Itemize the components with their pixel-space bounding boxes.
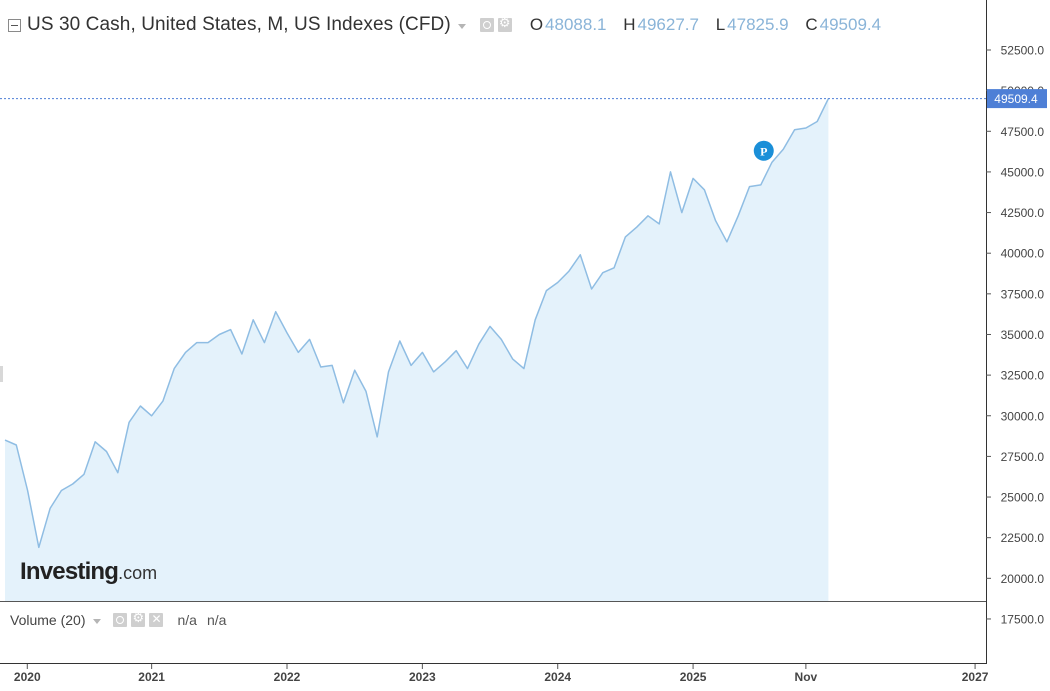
price-tick-label: 27500.0 — [1001, 450, 1045, 464]
p-marker[interactable]: P — [753, 140, 774, 161]
time-tick-label: Nov — [795, 670, 818, 684]
close-key: C — [805, 15, 818, 34]
open-key: O — [529, 15, 544, 34]
last-price-badge: 49509.4 — [987, 89, 1047, 109]
chevron-down-icon[interactable] — [93, 618, 102, 624]
time-tick-label: 2025 — [680, 670, 707, 684]
time-tick-label: 2020 — [14, 670, 41, 684]
open-value: 48088.1 — [545, 15, 607, 34]
price-tick-label: 22500.0 — [1001, 531, 1045, 545]
volume-title[interactable]: Volume (20) — [10, 612, 86, 628]
marker-letter: P — [760, 144, 767, 158]
logo-name: Investing — [20, 558, 119, 585]
low-key: L — [715, 15, 726, 34]
collapse-icon[interactable] — [8, 18, 21, 32]
price-area — [5, 98, 829, 601]
close-icon[interactable] — [149, 612, 164, 627]
last-price-label: 49509.4 — [994, 92, 1038, 106]
gear-icon[interactable] — [497, 16, 512, 32]
price-tick-label: 32500.0 — [1001, 369, 1045, 383]
time-tick-label: 2023 — [409, 670, 436, 684]
chevron-down-icon[interactable] — [457, 23, 466, 29]
time-tick-label: 2021 — [138, 670, 165, 684]
price-tick-label: 45000.0 — [1001, 165, 1045, 179]
low-value: 47825.9 — [727, 15, 789, 34]
logo-suffix: .com — [118, 563, 158, 583]
series-title[interactable]: US 30 Cash, United States, M, US Indexes… — [27, 14, 451, 35]
price-tick-label: 20000.0 — [1001, 572, 1045, 586]
series-line — [4, 98, 830, 549]
volume-value-1: n/a — [177, 612, 197, 628]
volume-value-2: n/a — [206, 612, 227, 628]
time-axis[interactable]: 2020 2021 2022 2023 2024 2025 Nov 2027 — [14, 664, 989, 684]
price-tick-label: 35000.0 — [1001, 328, 1045, 342]
gear-icon[interactable] — [131, 611, 146, 627]
high-key: H — [623, 15, 636, 34]
price-tick-label: 25000.0 — [1001, 491, 1045, 505]
area-fill — [5, 98, 829, 601]
high-value: 49627.7 — [637, 15, 699, 34]
price-tick-label: 52500.0 — [1001, 44, 1045, 58]
time-tick-label: 2022 — [274, 670, 301, 684]
price-tick-label: 30000.0 — [1001, 409, 1045, 423]
price-axis[interactable]: 17500.0 20000.0 22500.0 25000.0 27500.0 30000… — [986, 44, 1044, 627]
eye-icon[interactable] — [113, 613, 128, 627]
time-tick-label: 2024 — [544, 670, 571, 684]
time-tick-label: 2027 — [962, 670, 989, 684]
left-edge-handle[interactable] — [0, 366, 3, 382]
marker-circle — [753, 140, 774, 161]
close-value: 49509.4 — [819, 15, 882, 34]
ohlc-values: O 48088.1 H 49627.7 L 47825.9 C 49509.4 — [530, 15, 893, 35]
volume-legend: Volume (20) n/a n/a — [10, 611, 227, 628]
price-tick-label: 17500.0 — [1001, 612, 1045, 626]
price-tick-label: 37500.0 — [1001, 287, 1045, 301]
price-tick-label: 42500.0 — [1001, 206, 1045, 220]
price-line — [4, 98, 830, 549]
eye-icon[interactable] — [479, 18, 494, 32]
investing-logo: Investing.com — [20, 558, 157, 586]
price-tick-label: 47500.0 — [1001, 125, 1045, 139]
price-tick-label: 40000.0 — [1001, 247, 1045, 261]
chart-legend: US 30 Cash, United States, M, US Indexes… — [8, 12, 893, 38]
